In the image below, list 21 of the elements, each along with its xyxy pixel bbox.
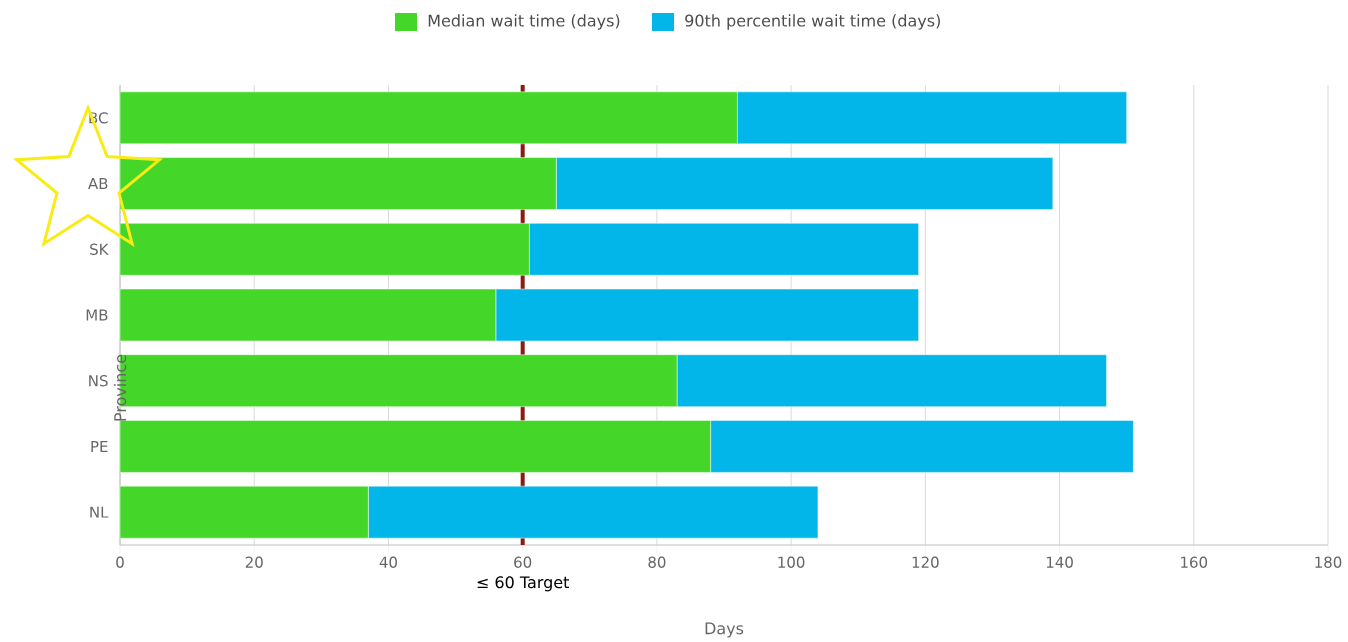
y-tick-label: SK (90, 243, 109, 255)
x-tick-label: 60 (514, 556, 532, 568)
legend-label: 90th percentile wait time (days) (685, 14, 940, 30)
y-tick-label: AB (88, 178, 108, 190)
x-tick-label: 140 (1046, 556, 1073, 568)
x-tick-label: 160 (1181, 556, 1208, 568)
y-tick-label: MB (86, 309, 108, 321)
ref-line-label: ≤ 60 Target (477, 576, 570, 592)
x-tick-label: 120 (912, 556, 939, 568)
x-tick-label: 20 (245, 556, 263, 568)
y-tick-label: NS (89, 375, 108, 387)
x-tick-label: 40 (379, 556, 397, 568)
y-tick-label: PE (91, 440, 108, 452)
x-tick-label: 0 (116, 556, 124, 568)
x-tick-label: 80 (648, 556, 666, 568)
y-axis-title: Province (113, 354, 127, 421)
x-axis-title: Days (705, 622, 744, 638)
x-tick-label: 180 (1315, 556, 1342, 568)
x-tick-label: 100 (778, 556, 805, 568)
legend-label: Median wait time (days) (428, 14, 620, 30)
y-tick-label: NL (90, 506, 109, 518)
